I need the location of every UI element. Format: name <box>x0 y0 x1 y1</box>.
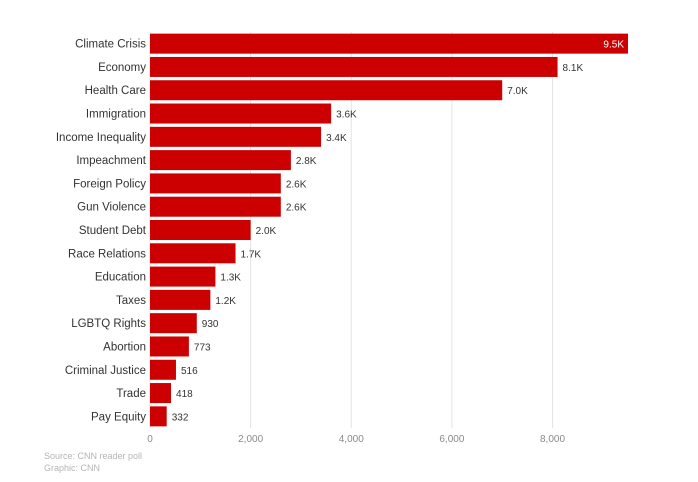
x-tick-label: 6,000 <box>439 434 464 445</box>
bar <box>150 33 628 54</box>
value-label: 1.3K <box>220 273 241 284</box>
category-label: Abortion <box>103 341 146 353</box>
graphic-credit: Graphic: CNN <box>44 463 101 473</box>
bar <box>150 196 281 217</box>
bar <box>150 266 216 287</box>
x-tick-label: 0 <box>147 434 153 445</box>
category-label: Student Debt <box>79 225 147 237</box>
value-label: 9.5K <box>603 40 624 51</box>
category-label: Immigration <box>86 109 146 121</box>
value-label: 418 <box>176 389 193 400</box>
category-label: Pay Equity <box>91 411 146 423</box>
category-label: Climate Crisis <box>75 39 146 51</box>
bar <box>150 103 332 124</box>
category-label: Trade <box>116 388 146 400</box>
bar <box>150 150 291 171</box>
value-label: 332 <box>172 412 189 423</box>
category-label: Health Care <box>85 85 146 97</box>
value-label: 8.1K <box>563 63 584 74</box>
bar <box>150 173 281 194</box>
value-label: 1.7K <box>241 249 262 260</box>
bar <box>150 126 322 147</box>
bar <box>150 243 236 264</box>
value-label: 3.6K <box>336 110 357 121</box>
bar <box>150 289 211 310</box>
source-note: Source: CNN reader poll <box>44 451 143 461</box>
value-label: 930 <box>202 319 219 330</box>
value-label: 3.4K <box>326 133 347 144</box>
bars <box>150 33 628 427</box>
category-label: LGBTQ Rights <box>71 318 146 330</box>
value-label: 2.8K <box>296 156 317 167</box>
value-label: 2.6K <box>286 203 307 214</box>
bar <box>150 336 189 357</box>
category-label: Foreign Policy <box>73 178 146 190</box>
category-label: Taxes <box>116 295 146 307</box>
x-tick-label: 2,000 <box>238 434 263 445</box>
category-label: Income Inequality <box>56 132 146 144</box>
value-label: 7.0K <box>507 86 528 97</box>
value-label: 2.0K <box>256 226 277 237</box>
x-axis-ticks: 0 2,000 4,000 6,000 8,000 <box>147 434 565 445</box>
bar <box>150 406 167 427</box>
bar <box>150 80 503 101</box>
value-label: 1.2K <box>215 296 236 307</box>
value-label: 2.6K <box>286 179 307 190</box>
x-tick-label: 4,000 <box>339 434 364 445</box>
category-label: Gun Violence <box>77 202 146 214</box>
category-label: Education <box>95 272 146 284</box>
category-label: Race Relations <box>68 248 146 260</box>
category-labels: Climate Crisis Economy Health Care Immigrat… <box>56 39 147 424</box>
category-label: Criminal Justice <box>65 365 146 377</box>
category-label: Impeachment <box>76 155 146 167</box>
value-label: 516 <box>181 366 198 377</box>
x-tick-label: 8,000 <box>540 434 565 445</box>
bar <box>150 359 176 380</box>
bar <box>150 313 197 334</box>
category-label: Economy <box>98 62 146 74</box>
bar <box>150 383 172 404</box>
bar <box>150 220 251 240</box>
value-labels: 9.5K 8.1K 7.0K 3.6K 3.4K 2.8K 2.6K 2.6K 2.0K 1.7K… <box>172 40 625 424</box>
bar <box>150 56 558 77</box>
value-label: 773 <box>194 342 211 353</box>
